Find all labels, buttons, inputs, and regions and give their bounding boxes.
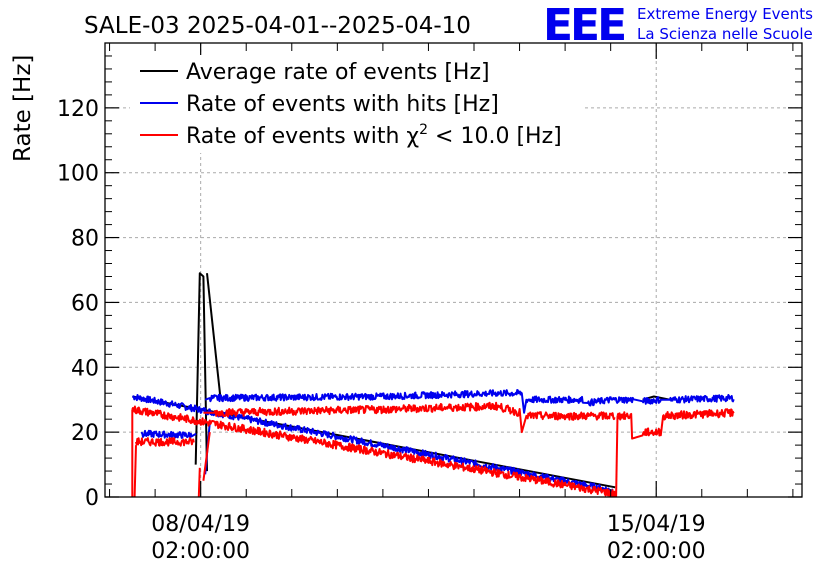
- series-chi2-segment-6: [203, 401, 616, 434]
- series-hits: [132, 389, 735, 493]
- x-tick-label-time-0: 02:00:00: [151, 539, 250, 564]
- series-average-segment-2: [206, 273, 222, 397]
- legend-chi2-suffix: < 10.0 [Hz]: [428, 124, 562, 149]
- y-tick-label-100: 100: [57, 162, 99, 187]
- series-chi2-segment-2: [133, 445, 137, 498]
- series-average-segment-1: [194, 272, 208, 472]
- series-chi2-segment-7: [615, 415, 619, 498]
- series-chi2-segment-3: [135, 437, 195, 447]
- x-tick-label-time-1: 02:00:00: [607, 539, 706, 564]
- legend-label-chi2: Rate of events with χ2 < 10.0 [Hz]: [186, 122, 562, 149]
- x-tick-label-date-0: 08/04/19: [151, 512, 250, 537]
- legend: Average rate of events [Hz] Rate of even…: [140, 60, 562, 149]
- y-axis-label: Rate [Hz]: [10, 55, 36, 162]
- series-hits-segment-3: [204, 389, 735, 414]
- series-chi2-segment-4: [197, 467, 201, 498]
- org-name-line2: La Scienza nelle Scuole: [637, 25, 813, 43]
- legend-label-hits: Rate of events with hits [Hz]: [186, 92, 499, 117]
- legend-box: [130, 55, 585, 153]
- org-name-line1: Extreme Energy Events: [637, 5, 813, 23]
- y-tick-label-120: 120: [57, 97, 99, 122]
- chart-title: SALE-03 2025-04-01--2025-04-10: [84, 13, 471, 39]
- series-hits-segment-1: [140, 429, 197, 439]
- series-chi2-segment-8: [616, 408, 735, 440]
- x-tick-label-date-1: 15/04/19: [607, 512, 706, 537]
- plot-frame: [104, 42, 803, 498]
- ticks: 02040608010012008/04/1902:00:0015/04/190…: [57, 43, 802, 564]
- series-chi2-segment-0: [131, 405, 617, 498]
- legend-chi2-superscript: 2: [419, 122, 428, 138]
- legend-chi2-prefix: Rate of events with χ: [186, 124, 419, 149]
- legend-label-average: Average rate of events [Hz]: [186, 60, 490, 85]
- y-tick-label-40: 40: [71, 356, 99, 381]
- series-chi2: [131, 401, 735, 498]
- series-chi2-segment-5: [202, 431, 211, 481]
- y-tick-label-20: 20: [71, 421, 99, 446]
- series-group: [131, 272, 735, 498]
- y-tick-label-0: 0: [85, 486, 99, 511]
- y-tick-label-80: 80: [71, 227, 99, 252]
- y-tick-label-60: 60: [71, 291, 99, 316]
